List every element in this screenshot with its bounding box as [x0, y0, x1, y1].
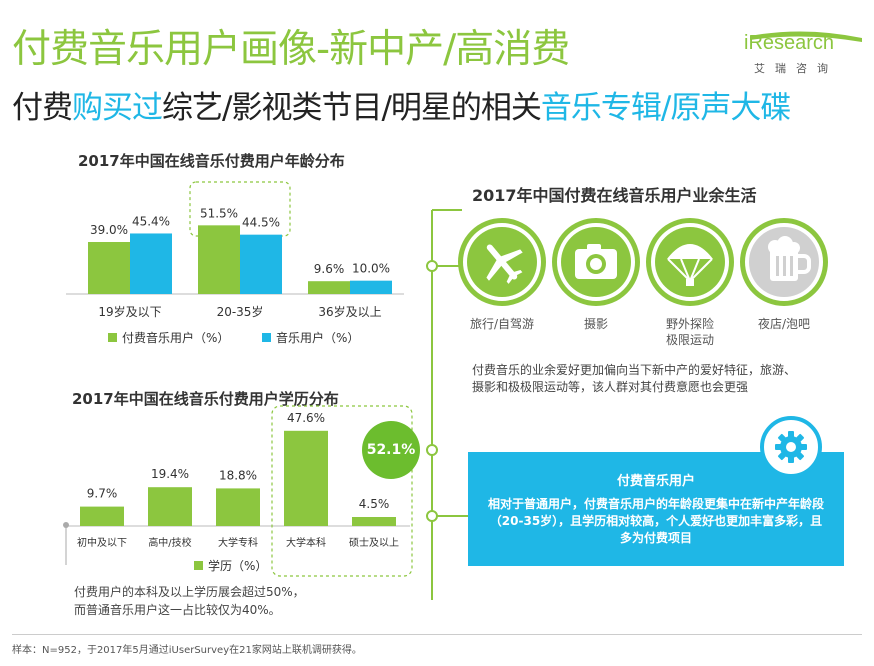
hobby-photo: [552, 218, 640, 306]
age-category-label: 36岁及以上: [318, 304, 381, 319]
age-value-label: 44.5%: [242, 216, 280, 230]
age-bar: [130, 233, 172, 294]
edu-bar: [352, 517, 396, 526]
hobby-travel: [458, 218, 546, 306]
age-value-label: 45.4%: [132, 214, 170, 228]
age-value-label: 39.0%: [90, 223, 128, 237]
age-bar: [308, 281, 350, 294]
age-bar: [88, 242, 130, 294]
edu-chart: 9.7% 初中及以下 19.4% 高中/技校 18.8% 大学专科 47.6% 大学本科 4.5…: [66, 405, 413, 577]
edu-value-label: 9.7%: [87, 487, 118, 501]
edu-bar: [80, 506, 124, 526]
edu-value-label: 19.4%: [151, 467, 189, 481]
hobby-label-adventure: 野外探险 极限运动: [665, 317, 714, 347]
beer-icon: [768, 236, 811, 281]
logo-name: iResearch: [744, 32, 835, 54]
age-legend-swatch: [262, 333, 271, 342]
note-line-2: 而普通音乐用户这一占比较仅为40%。: [74, 603, 281, 617]
hobby-label-travel: 旅行/自驾游: [469, 317, 535, 331]
age-bar: [350, 280, 392, 294]
gear-badge: [760, 416, 822, 478]
footnote: 样本：N=952，于2017年5月通过iUserSurvey在21家网站上联机调…: [12, 645, 362, 656]
age-value-label: 51.5%: [200, 206, 238, 220]
age-bar: [198, 225, 240, 294]
hobby-description: 付费音乐的业余爱好更加偏向当下新中产的爱好特征，旅游、摄影和极极限运动等，该人群…: [472, 363, 797, 394]
logo-sub: 艾瑞咨询: [754, 62, 838, 75]
subtitle-part-4: 音乐专辑/原声大碟: [540, 90, 791, 126]
edu-category-label: 大学本科: [286, 536, 326, 549]
subtitle-part-2: 购买过: [72, 90, 163, 126]
edu-value-label: 47.6%: [287, 411, 325, 425]
edu-value-label: 18.8%: [219, 468, 257, 482]
hobby-label-nightlife: 夜店/泡吧: [757, 317, 811, 331]
edu-category-label: 大学专科: [218, 536, 258, 549]
age-value-label: 9.6%: [314, 262, 345, 276]
edu-note: 付费用户的本科及以上学历展会超过50%， 而普通音乐用户这一占比较仅为40%。: [74, 583, 305, 619]
edu-bar: [148, 487, 192, 526]
summary-title: 付费音乐用户: [616, 474, 695, 489]
edu-chart-title: 2017年中国在线音乐付费用户学历分布: [72, 390, 339, 408]
edu-category-label: 初中及以下: [77, 536, 127, 549]
subtitle-part-3: 综艺/影视类节目/明星的相关: [162, 90, 542, 126]
highlight-badge: 52.1%: [362, 421, 420, 479]
hobby-adventure: [646, 218, 734, 306]
age-legend-label: 音乐用户（%）: [276, 330, 359, 345]
camera-icon: [575, 244, 617, 279]
page-title: 付费音乐用户画像-新中产/高消费: [12, 27, 570, 72]
edu-legend-label: 学历（%）: [208, 558, 267, 573]
airplane-icon: [486, 244, 523, 284]
age-category-label: 19岁及以下: [98, 304, 161, 319]
age-value-label: 10.0%: [352, 262, 390, 276]
summary-text: 相对于普通用户，付费音乐用户的年龄段更集中在新中产年龄段（20-35岁），且学历…: [487, 497, 824, 545]
edu-highlight-box: [271, 405, 413, 577]
note-line-1: 付费用户的本科及以上学历展会超过50%，: [74, 585, 305, 599]
footer-divider: [12, 634, 862, 635]
age-category-label: 20-35岁: [217, 304, 264, 319]
age-legend-label: 付费音乐用户（%）: [122, 330, 229, 345]
subtitle-part-1: 付费: [12, 90, 73, 126]
logo-swoosh-icon: [750, 31, 862, 42]
connector-node-1: [426, 260, 438, 272]
age-bar: [240, 234, 282, 294]
iresearch-logo: iResearch 艾瑞咨询: [744, 30, 864, 80]
hobby-nightlife: [740, 218, 828, 306]
edu-category-label: 硕士及以上: [349, 536, 399, 549]
edu-bar: [284, 430, 328, 526]
gear-icon: [775, 431, 807, 463]
parachute-icon: [667, 244, 713, 286]
edu-category-label: 高中/技校: [148, 536, 191, 549]
hobby-label-photo: 摄影: [583, 317, 608, 331]
edu-legend-swatch: [194, 561, 203, 570]
age-chart-title: 2017年中国在线音乐付费用户年龄分布: [78, 152, 345, 170]
age-chart: 39.0% 45.4% 19岁及以下 51.5% 44.5% 20-35岁 9.6% 10.0…: [66, 181, 404, 345]
edu-value-label: 4.5%: [359, 497, 390, 511]
page-subtitle: 付费购买过综艺/影视类节目/明星的相关音乐专辑/原声大碟: [12, 82, 791, 127]
edu-bar: [216, 488, 260, 526]
hobby-title: 2017年中国付费在线音乐用户业余生活: [472, 186, 757, 205]
age-legend-swatch: [108, 333, 117, 342]
